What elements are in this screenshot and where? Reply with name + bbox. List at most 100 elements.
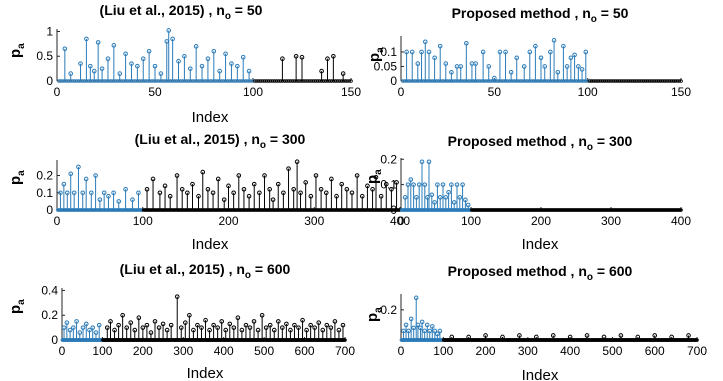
- zero-marker: [213, 79, 218, 83]
- stem-marker: [517, 333, 522, 338]
- stem-marker: [187, 312, 192, 318]
- zero-marker: [638, 79, 642, 83]
- zero-marker: [82, 79, 87, 83]
- stem-marker: [492, 75, 497, 81]
- x-tick-label: 700: [335, 344, 355, 358]
- zero-marker: [94, 79, 98, 83]
- zero-marker: [121, 79, 126, 83]
- stem-marker: [104, 325, 110, 330]
- zero-marker: [664, 79, 668, 83]
- stem-marker: [443, 61, 449, 66]
- zero-marker: [286, 79, 291, 83]
- zero-marker: [339, 79, 344, 83]
- zero-marker: [270, 79, 275, 83]
- x-tick-label: 300: [601, 214, 621, 228]
- stem-marker: [373, 174, 379, 180]
- stem-marker: [437, 43, 443, 49]
- y-tick-label: 0.05: [374, 59, 398, 73]
- stem-marker: [144, 187, 150, 192]
- zero-marker: [679, 79, 683, 83]
- zero-marker: [675, 79, 680, 83]
- stem-marker: [542, 64, 548, 69]
- stem-marker: [106, 193, 111, 199]
- zero-marker: [178, 79, 183, 83]
- zero-marker: [313, 79, 318, 83]
- stem-marker: [93, 173, 98, 178]
- stem-marker: [74, 319, 79, 324]
- stem-marker: [291, 187, 296, 192]
- stem-marker: [129, 61, 134, 66]
- zero-marker: [239, 79, 244, 83]
- stem-marker: [101, 190, 107, 196]
- zero-marker: [119, 79, 124, 83]
- stem-marker: [215, 325, 220, 330]
- zero-marker: [604, 79, 609, 83]
- plot-title: (Liu et al., 2015) , no = 50: [100, 2, 263, 22]
- stem-marker: [533, 43, 538, 49]
- zero-marker: [233, 79, 238, 83]
- stem-marker: [286, 166, 291, 171]
- stem-marker: [96, 322, 102, 328]
- stem-marker: [419, 49, 424, 55]
- stem-marker: [187, 66, 193, 71]
- stem-marker: [91, 68, 97, 74]
- stem-marker: [312, 325, 317, 330]
- stem-marker: [135, 63, 140, 69]
- stem-marker: [389, 187, 394, 192]
- stem-marker: [61, 325, 67, 330]
- stem-plot-liu-50: (Liu et al., 2015) , no = 50 0 0.5 1 0 50 100…: [7, 2, 361, 126]
- stem-marker: [211, 322, 216, 328]
- stem-marker: [130, 197, 135, 202]
- x-tick-label: 200: [218, 214, 238, 228]
- stem-marker: [635, 334, 641, 340]
- zero-marker: [149, 79, 153, 83]
- stem-marker: [211, 48, 217, 54]
- stem-marker: [179, 187, 185, 192]
- zero-marker: [349, 79, 353, 83]
- stem-marker: [435, 182, 440, 187]
- stem-marker: [223, 51, 228, 57]
- zero-marker: [651, 79, 655, 83]
- stem-marker: [408, 177, 414, 182]
- y-tick-label: 0: [51, 333, 58, 347]
- zero-marker: [208, 79, 212, 83]
- zero-marker: [591, 79, 596, 83]
- stem-marker: [316, 320, 322, 325]
- stem-marker: [669, 334, 674, 340]
- zero-marker: [219, 79, 224, 83]
- zero-marker: [343, 338, 347, 342]
- stem-marker: [308, 193, 314, 199]
- stem-marker: [378, 193, 384, 199]
- zero-marker: [311, 79, 316, 83]
- stem-marker: [296, 325, 301, 330]
- plot-title: Proposed method , no = 600: [448, 263, 633, 283]
- zero-marker: [317, 79, 322, 83]
- zero-marker: [225, 79, 230, 83]
- zero-marker: [57, 79, 61, 83]
- stem-marker: [183, 320, 188, 325]
- stem-marker: [292, 322, 297, 328]
- stem-marker: [144, 322, 150, 328]
- stem-marker: [437, 328, 443, 334]
- stem-marker: [422, 39, 428, 45]
- stem-marker: [199, 325, 204, 330]
- zero-marker: [477, 79, 482, 83]
- zero-marker: [623, 79, 627, 83]
- zero-marker: [237, 79, 242, 83]
- stem-marker: [579, 67, 585, 72]
- stem-marker: [120, 312, 125, 318]
- stem-marker: [349, 190, 355, 196]
- zero-marker: [125, 79, 130, 83]
- stem-marker: [226, 183, 231, 189]
- zero-marker: [329, 79, 334, 83]
- zero-marker: [133, 79, 138, 83]
- stem-marker: [199, 63, 205, 69]
- zero-marker: [333, 79, 338, 83]
- stem-marker: [331, 53, 336, 59]
- zero-marker: [90, 79, 95, 83]
- stem-marker: [174, 294, 180, 299]
- stem-marker: [424, 322, 430, 328]
- x-tick-label: 0: [398, 85, 405, 99]
- zero-marker: [168, 79, 173, 83]
